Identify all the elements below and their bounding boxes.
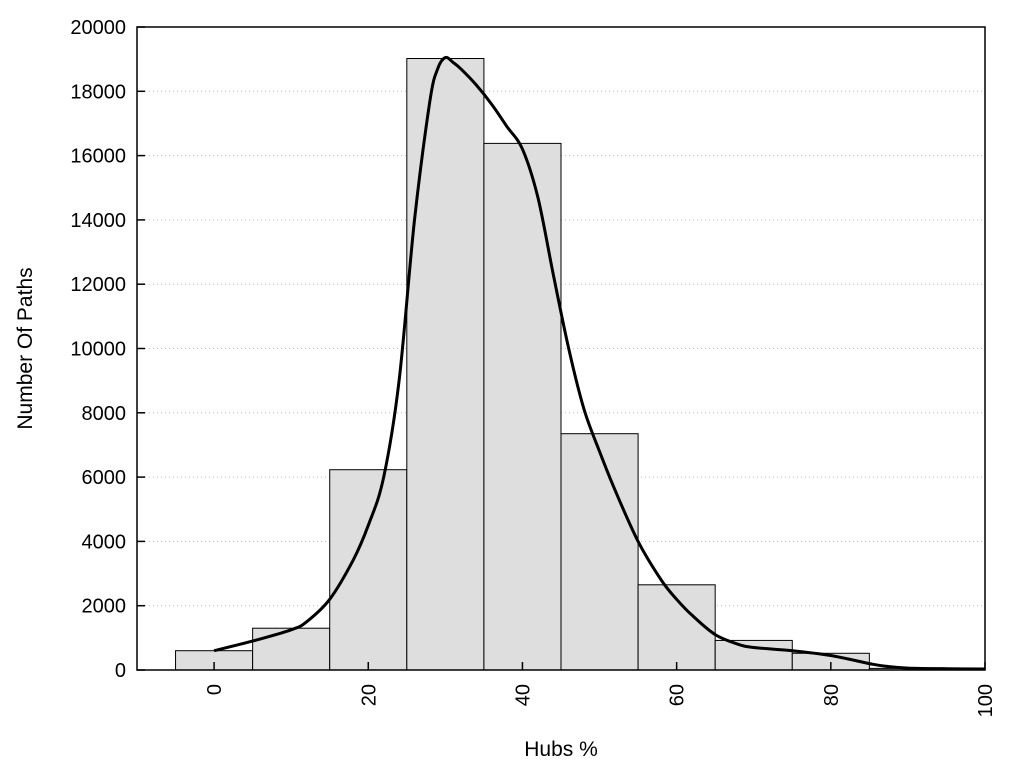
y-tick-label: 14000	[70, 210, 126, 232]
histogram-bar	[714, 639, 793, 671]
y-axis-ticks: 0 2000 4000 6000 8000 10000 12000 14000 16000 180…	[70, 17, 145, 682]
x-tick-label: 0	[204, 684, 226, 695]
y-tick-label: 10000	[70, 339, 126, 361]
y-tick-label: 16000	[70, 146, 126, 168]
x-axis-ticks: 0 20 40 60 80 100	[204, 662, 997, 717]
histogram-bars	[175, 58, 986, 671]
histogram-bar	[329, 469, 408, 671]
x-tick-label: 60	[667, 684, 689, 706]
histogram-bar	[483, 142, 562, 671]
x-tick-label: 80	[821, 684, 843, 706]
y-tick-label: 12000	[70, 274, 126, 296]
histogram-bar	[406, 58, 485, 671]
x-tick-label: 40	[512, 684, 534, 706]
x-tick-label: 100	[975, 684, 997, 717]
density-curve	[213, 55, 986, 671]
histogram-bar	[560, 433, 639, 671]
y-axis-label: Number Of Paths	[14, 267, 37, 429]
y-tick-label: 8000	[82, 403, 127, 425]
x-tick-label: 20	[358, 684, 380, 706]
y-tick-label: 4000	[82, 531, 127, 553]
density-curve-layer	[213, 55, 986, 671]
y-tick-label: 20000	[70, 17, 126, 39]
y-tick-label: 18000	[70, 81, 126, 103]
histogram-bar	[252, 627, 331, 671]
y-tick-label: 6000	[82, 467, 127, 489]
x-axis-label: Hubs %	[524, 738, 598, 761]
y-tick-label: 0	[115, 660, 126, 682]
y-tick-label: 2000	[82, 596, 127, 618]
